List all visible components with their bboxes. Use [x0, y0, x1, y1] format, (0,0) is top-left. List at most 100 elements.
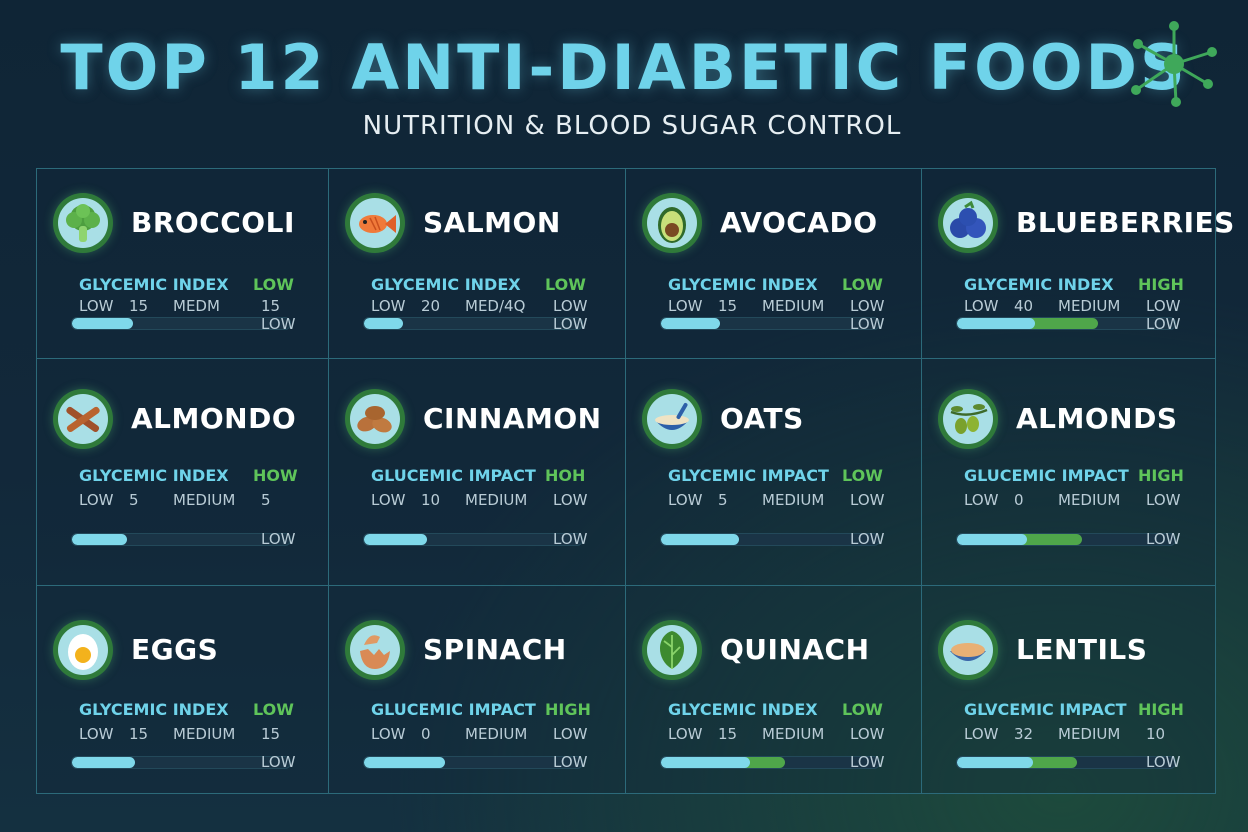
- scale-value: MEDIUM: [465, 491, 528, 509]
- scale-value: 10: [421, 491, 441, 509]
- scale-value: LOW: [850, 725, 885, 743]
- metric-label: GLYCEMIC INDEX: [79, 275, 229, 294]
- metric-rating: HIGH: [545, 700, 591, 719]
- scale-value: LOW: [1146, 491, 1181, 509]
- blueberries-icon: [938, 193, 998, 253]
- metric-label: GLUCEMIC IMPACT: [371, 466, 536, 485]
- food-card: SPINACH GLUCEMIC IMPACT HIGH LOW 0 MEDIUM LOW L…: [329, 586, 626, 793]
- food-name: QUINACH: [720, 633, 870, 666]
- avocado-icon: [642, 193, 702, 253]
- impact-bar-fill: [957, 757, 1033, 768]
- scale-value: MEDM: [173, 297, 220, 315]
- scale-value: MEDIUM: [1058, 297, 1121, 315]
- scale-value: 20: [421, 297, 441, 315]
- metric-rating: HIGH: [1138, 275, 1184, 294]
- metric-label: GLYCEMIC IMPACT: [668, 466, 829, 485]
- impact-bar-fill: [364, 318, 403, 329]
- food-name: EGGS: [131, 633, 219, 666]
- scale-value: 0: [1014, 491, 1024, 509]
- impact-bar-fill-high: [1027, 318, 1098, 329]
- impact-bar-fill: [661, 757, 750, 768]
- bar-label: LOW: [553, 530, 588, 548]
- food-name: ALMONDS: [1016, 402, 1178, 435]
- impact-bar-fill: [72, 318, 133, 329]
- scale-value: 32: [1014, 725, 1034, 743]
- spinach-leaf-icon: [642, 620, 702, 680]
- food-name: LENTILS: [1016, 633, 1148, 666]
- metric-label: GLYCEMIC INDEX: [668, 275, 818, 294]
- metric-rating: LOW: [545, 275, 586, 294]
- metric-label: GLYCEMIC INDEX: [964, 275, 1114, 294]
- scale-value: LOW: [79, 725, 114, 743]
- impact-bar: [956, 756, 1176, 769]
- bar-label: LOW: [1146, 753, 1181, 771]
- impact-bar-fill: [957, 534, 1027, 545]
- scale-value: LOW: [850, 491, 885, 509]
- scale-value: 15: [129, 297, 149, 315]
- scale-value: LOW: [1146, 297, 1181, 315]
- metric-rating: HIGH: [1138, 466, 1184, 485]
- impact-bar: [660, 756, 880, 769]
- scale-value: LOW: [668, 725, 703, 743]
- metric-label: GLUCEMIC IMPACT: [371, 700, 536, 719]
- scale-value: LOW: [553, 725, 588, 743]
- bar-label: LOW: [850, 530, 885, 548]
- scale-value: MEDIUM: [762, 297, 825, 315]
- broccoli-icon: [53, 193, 113, 253]
- bar-label: LOW: [553, 753, 588, 771]
- scale-value: MED/4Q: [465, 297, 526, 315]
- food-card: SALMON GLYCEMIC INDEX LOW LOW 20 MED/4Q LOW LOW: [329, 169, 626, 359]
- bar-label: LOW: [850, 753, 885, 771]
- metric-rating: LOW: [253, 700, 294, 719]
- impact-bar: [363, 533, 583, 546]
- scale-value: 15: [261, 297, 281, 315]
- scale-value: LOW: [371, 297, 406, 315]
- impact-bar-fill: [661, 534, 739, 545]
- impact-bar: [71, 317, 291, 330]
- impact-bar-fill: [72, 757, 135, 768]
- food-name: BLUEBERRIES: [1016, 206, 1235, 239]
- food-name: SALMON: [423, 206, 561, 239]
- impact-bar-fill: [364, 534, 427, 545]
- scale-value: MEDIUM: [465, 725, 528, 743]
- impact-bar: [363, 317, 583, 330]
- scale-value: LOW: [964, 491, 999, 509]
- food-card: BLUEBERRIES GLYCEMIC INDEX HIGH LOW 40 MEDIUM…: [922, 169, 1234, 359]
- scale-value: MEDIUM: [1058, 725, 1121, 743]
- metric-rating: LOW: [842, 466, 883, 485]
- food-card: AVOCADO GLYCEMIC INDEX LOW LOW 15 MEDIUM LOW LO…: [626, 169, 922, 359]
- metric-label: GLUCEMIC IMPACT: [964, 466, 1129, 485]
- scale-value: 15: [129, 725, 149, 743]
- scale-value: 5: [129, 491, 139, 509]
- scale-value: 15: [718, 297, 738, 315]
- scale-value: 15: [718, 725, 738, 743]
- metric-rating: LOW: [842, 700, 883, 719]
- impact-bar-fill-high: [742, 757, 785, 768]
- bar-label: LOW: [553, 315, 588, 333]
- impact-bar-fill: [72, 534, 127, 545]
- scale-value: 0: [421, 725, 431, 743]
- metric-rating: LOW: [253, 275, 294, 294]
- bar-label: LOW: [261, 753, 296, 771]
- scale-value: LOW: [553, 491, 588, 509]
- food-name: CINNAMON: [423, 402, 602, 435]
- food-card: BROCCOLI GLYCEMIC INDEX LOW LOW 15 MEDM 15 LOW: [37, 169, 329, 359]
- food-card: EGGS GLYCEMIC INDEX LOW LOW 15 MEDIUM 15 LOW: [37, 586, 329, 793]
- almonds-icon: [345, 389, 405, 449]
- impact-bar: [956, 533, 1176, 546]
- page-title: TOP 12 ANTI-DIABETIC FOODS: [60, 31, 1188, 104]
- food-name: SPINACH: [423, 633, 567, 666]
- scale-value: LOW: [850, 297, 885, 315]
- bar-label: LOW: [261, 530, 296, 548]
- cinnamon-sticks-icon: [53, 389, 113, 449]
- scale-value: 40: [1014, 297, 1034, 315]
- cracked-egg-icon: [345, 620, 405, 680]
- impact-bar: [71, 533, 291, 546]
- bar-label: LOW: [1146, 530, 1181, 548]
- metric-label: GLYCEMIC INDEX: [79, 466, 229, 485]
- metric-rating: HOH: [545, 466, 586, 485]
- food-name: OATS: [720, 402, 804, 435]
- egg-icon: [53, 620, 113, 680]
- metric-label: GLYCEMIC INDEX: [79, 700, 229, 719]
- impact-bar-fill: [364, 757, 445, 768]
